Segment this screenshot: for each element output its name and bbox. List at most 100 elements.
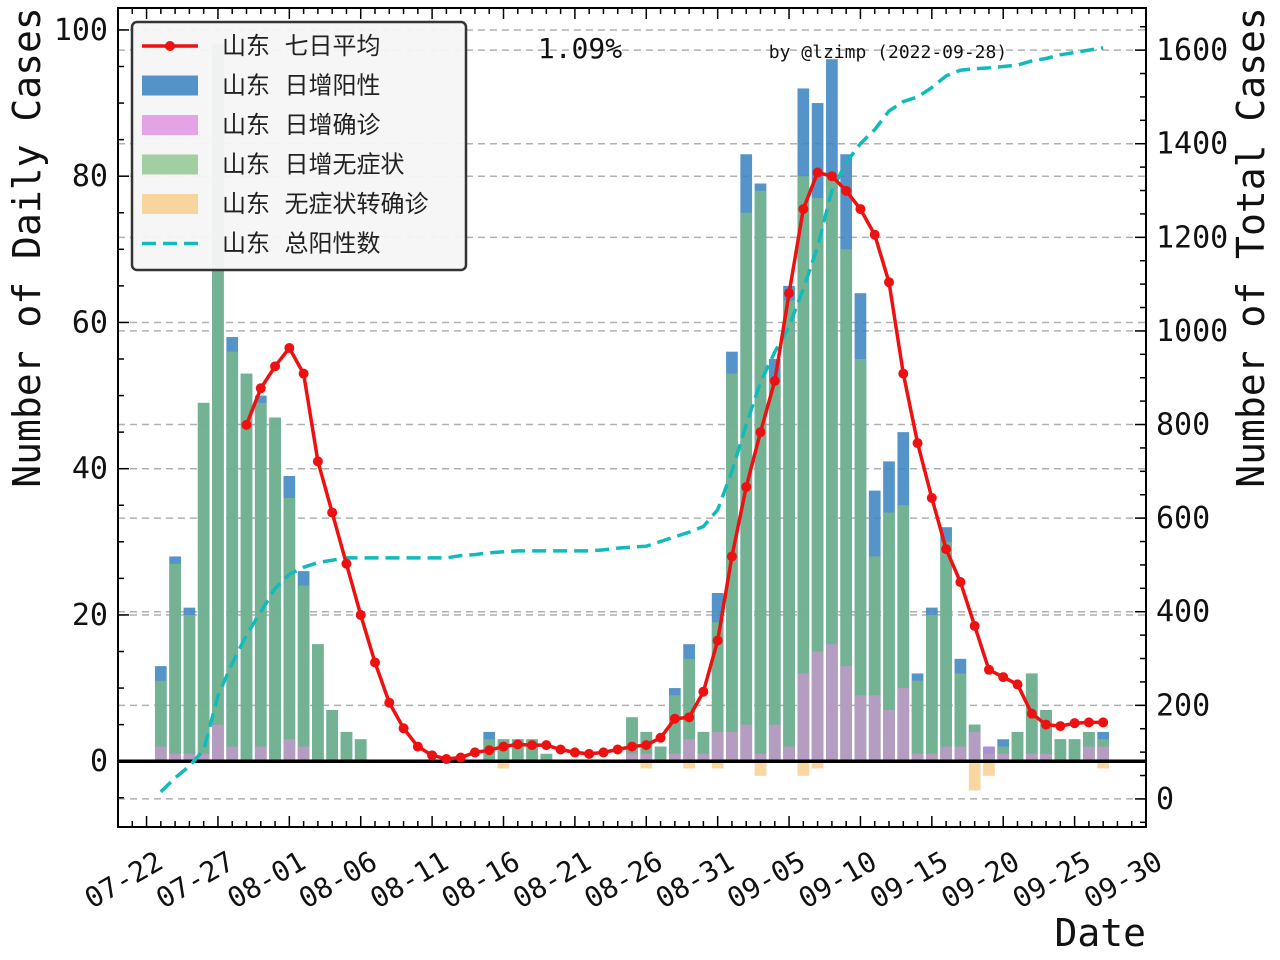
bar-confirmed xyxy=(740,724,753,762)
point-seven-day-average xyxy=(255,383,266,394)
point-seven-day-average xyxy=(612,744,623,755)
x-axis-title: Date xyxy=(1054,911,1146,955)
bar-confirmed xyxy=(1025,753,1038,762)
bar-asymptomatic xyxy=(212,44,224,762)
bar-asymptomatic xyxy=(1011,731,1024,762)
bar-confirmed xyxy=(297,746,310,762)
point-seven-day-average xyxy=(698,686,709,697)
bar-asymptomatic xyxy=(240,373,253,762)
tick-label-bottom: 08-01 xyxy=(222,844,312,915)
point-seven-day-average xyxy=(812,167,823,178)
legend-label-total: 山东 总阳性数 xyxy=(222,230,380,258)
bar-asym-to-confirmed xyxy=(711,761,724,769)
point-seven-day-average xyxy=(298,368,309,379)
point-seven-day-average xyxy=(712,635,723,646)
tick-label-left: 100 xyxy=(54,13,108,48)
tick-label-bottom: 08-06 xyxy=(293,844,383,915)
bars xyxy=(154,44,1110,791)
bar-asymptomatic xyxy=(312,644,324,762)
tick-label-right: 1200 xyxy=(1156,220,1228,255)
point-seven-day-average xyxy=(398,723,409,734)
point-seven-day-average xyxy=(469,747,480,758)
bar-asymptomatic xyxy=(354,739,367,762)
legend-label-positive: 山东 日增阳性 xyxy=(222,72,380,100)
point-seven-day-average xyxy=(855,204,866,215)
point-seven-day-average xyxy=(541,740,552,751)
point-seven-day-average xyxy=(769,375,780,386)
bar-asymptomatic xyxy=(840,249,853,762)
bar-asymptomatic xyxy=(925,614,938,762)
bar-asymptomatic xyxy=(911,680,924,762)
bar-confirmed xyxy=(897,688,910,762)
annotation-text: 1.09% xyxy=(538,32,622,65)
tick-label-bottom: 09-30 xyxy=(1078,844,1168,915)
bar-confirmed xyxy=(226,746,239,762)
bar-confirmed xyxy=(683,739,695,762)
bar-confirmed xyxy=(868,695,881,762)
bar-confirmed xyxy=(783,746,795,762)
point-seven-day-average xyxy=(270,361,281,372)
point-seven-day-average xyxy=(983,664,994,675)
tick-label-bottom: 08-11 xyxy=(365,844,455,915)
bar-asymptomatic xyxy=(340,731,353,762)
point-seven-day-average xyxy=(869,229,880,240)
bar-asymptomatic xyxy=(511,739,524,762)
point-seven-day-average xyxy=(1069,718,1080,729)
bar-asymptomatic xyxy=(526,739,538,762)
bar-asym-to-confirmed xyxy=(497,761,510,769)
point-seven-day-average xyxy=(669,713,680,724)
bar-asymptomatic xyxy=(954,673,967,762)
point-seven-day-average xyxy=(655,732,666,743)
tick-label-right: 1400 xyxy=(1156,127,1228,162)
bar-asymptomatic xyxy=(326,710,339,762)
bar-asymptomatic xyxy=(868,556,881,762)
bar-confirmed xyxy=(254,746,267,762)
point-seven-day-average xyxy=(755,427,766,438)
point-seven-day-average xyxy=(627,741,637,752)
point-seven-day-average xyxy=(726,551,737,562)
point-seven-day-average xyxy=(1041,719,1052,730)
bar-asymptomatic xyxy=(754,190,767,762)
point-seven-day-average xyxy=(1055,721,1066,732)
tick-label-bottom: 09-25 xyxy=(1007,844,1097,915)
bar-confirmed xyxy=(711,731,724,762)
tick-label-bottom: 08-21 xyxy=(507,844,597,915)
legend-label-confirmed: 山东 日增确诊 xyxy=(222,111,380,139)
bar-asymptomatic xyxy=(726,373,738,762)
bar-confirmed xyxy=(197,753,210,762)
bar-asym-to-confirmed xyxy=(1097,761,1110,769)
point-seven-day-average xyxy=(341,558,352,569)
line-total-positive xyxy=(159,46,1104,794)
point-seven-day-average xyxy=(512,739,523,750)
bar-confirmed xyxy=(940,746,952,762)
point-seven-day-average xyxy=(598,747,609,758)
tick-label-bottom: 08-26 xyxy=(579,844,669,915)
point-seven-day-average xyxy=(1012,679,1023,690)
tick-label-bottom: 07-27 xyxy=(150,844,240,915)
bar-asymptomatic xyxy=(283,497,296,762)
bar-confirmed xyxy=(768,724,781,762)
tick-label-bottom: 09-20 xyxy=(936,844,1026,915)
tick-label-right: 0 xyxy=(1156,782,1174,817)
bar-asymptomatic xyxy=(254,402,267,762)
point-seven-day-average xyxy=(1026,708,1037,719)
bar-asymptomatic xyxy=(226,351,239,762)
bar-confirmed xyxy=(640,753,653,762)
bar-asymptomatic xyxy=(154,680,167,762)
bar-confirmed xyxy=(997,753,1010,762)
point-seven-day-average xyxy=(569,747,580,758)
point-seven-day-average xyxy=(412,741,423,752)
point-seven-day-average xyxy=(798,204,809,215)
point-seven-day-average xyxy=(498,741,509,752)
bar-confirmed xyxy=(968,731,981,762)
bar-confirmed xyxy=(668,753,681,762)
bar-asymptomatic xyxy=(811,198,824,762)
legend-swatch-confirmed xyxy=(142,115,198,135)
bar-asym-to-confirmed xyxy=(754,761,767,776)
legend-swatch-asymptomatic xyxy=(142,154,198,175)
tick-label-right: 600 xyxy=(1156,501,1210,536)
point-seven-day-average xyxy=(955,577,966,588)
bar-asym-to-confirmed xyxy=(683,761,695,769)
